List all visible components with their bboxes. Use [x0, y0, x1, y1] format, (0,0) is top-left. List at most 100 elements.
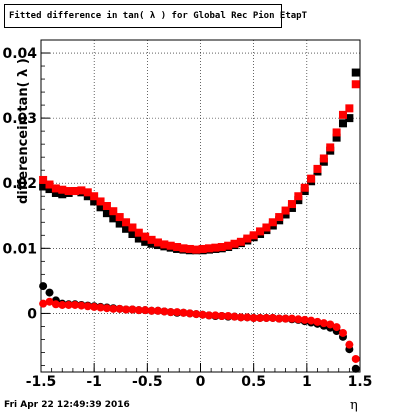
data-point [128, 305, 137, 314]
data-point [294, 192, 303, 201]
data-point [122, 305, 131, 314]
data-point [281, 314, 290, 323]
data-point [153, 238, 162, 247]
data-point [236, 237, 245, 246]
data-point [300, 315, 309, 324]
data-point [243, 234, 252, 243]
data-point [249, 313, 258, 322]
data-point [134, 306, 143, 315]
data-point [58, 185, 67, 194]
data-point [96, 203, 105, 212]
data-point [173, 308, 182, 317]
data-point [345, 104, 354, 113]
data-point [249, 231, 258, 240]
data-point [224, 312, 233, 321]
data-point [51, 188, 60, 197]
data-point [256, 313, 265, 322]
x-tick-label: 0.5 [241, 374, 266, 390]
data-marks [39, 68, 360, 373]
x-tick-label: 1 [302, 374, 312, 390]
x-axis-label: η [350, 398, 358, 413]
data-point [345, 340, 354, 349]
data-point [83, 188, 92, 197]
data-point [351, 68, 360, 77]
data-point [102, 304, 111, 313]
data-point [64, 300, 73, 309]
timestamp: Fri Apr 22 12:49:39 2016 [4, 400, 130, 410]
data-point [211, 311, 220, 320]
data-point [338, 110, 347, 119]
data-point [109, 207, 118, 216]
x-tick-label: 0 [196, 374, 206, 390]
data-point [275, 213, 284, 222]
y-tick-label: 0.01 [2, 241, 37, 257]
data-point [45, 180, 54, 189]
data-point [153, 306, 162, 315]
data-point [115, 213, 124, 222]
data-point [39, 282, 48, 291]
data-point [39, 175, 48, 184]
data-point [166, 241, 175, 250]
data-point [64, 187, 73, 196]
data-point [262, 313, 271, 322]
data-point [128, 229, 137, 238]
data-point [338, 328, 347, 337]
data-point [77, 301, 86, 310]
data-point [230, 239, 239, 248]
data-point [243, 313, 252, 322]
data-point [351, 364, 360, 373]
data-point [326, 320, 335, 329]
data-point [224, 241, 233, 250]
data-point [160, 240, 169, 249]
data-point [198, 310, 207, 319]
data-point [141, 306, 150, 315]
x-tick-label: -0.5 [132, 374, 163, 390]
data-point [58, 190, 67, 199]
data-point [141, 237, 150, 246]
data-point [205, 311, 214, 320]
data-point [256, 227, 265, 236]
data-point [319, 319, 328, 328]
data-point [332, 128, 341, 137]
data-point [351, 80, 360, 89]
data-point [115, 304, 124, 313]
data-point [134, 228, 143, 237]
data-point [51, 184, 60, 193]
x-tick-label: 1.5 [348, 374, 373, 390]
data-point [345, 114, 354, 123]
data-point [160, 307, 169, 316]
data-point [90, 197, 99, 206]
data-point [109, 214, 118, 223]
data-point [275, 314, 284, 323]
data-point [338, 119, 347, 128]
data-point [281, 206, 290, 215]
data-point [115, 219, 124, 228]
data-point [122, 218, 131, 227]
data-point [307, 174, 316, 183]
data-point [45, 185, 54, 194]
data-point [192, 245, 201, 254]
data-point [217, 243, 226, 252]
y-tick-label: 0.03 [2, 111, 37, 127]
data-point [71, 187, 80, 196]
data-point [179, 244, 188, 253]
data-point [71, 300, 80, 309]
data-point [287, 314, 296, 323]
data-point [313, 164, 322, 173]
data-point [287, 200, 296, 209]
axes: -1.5 -1 -0.5 0 0.5 1 1.5 0 0.01 0.02 0.03 0.04 [2, 46, 372, 390]
y-tick-label: 0.04 [2, 46, 37, 62]
data-point [198, 244, 207, 253]
x-tick-label: -1.5 [26, 374, 57, 390]
data-point [319, 154, 328, 163]
data-point [134, 234, 143, 243]
data-point [45, 297, 54, 306]
data-point [45, 288, 54, 297]
data-point [77, 186, 86, 195]
data-point [39, 182, 48, 191]
data-point [185, 309, 194, 318]
data-point [122, 224, 131, 233]
data-point [147, 306, 156, 315]
data-point [90, 302, 99, 311]
